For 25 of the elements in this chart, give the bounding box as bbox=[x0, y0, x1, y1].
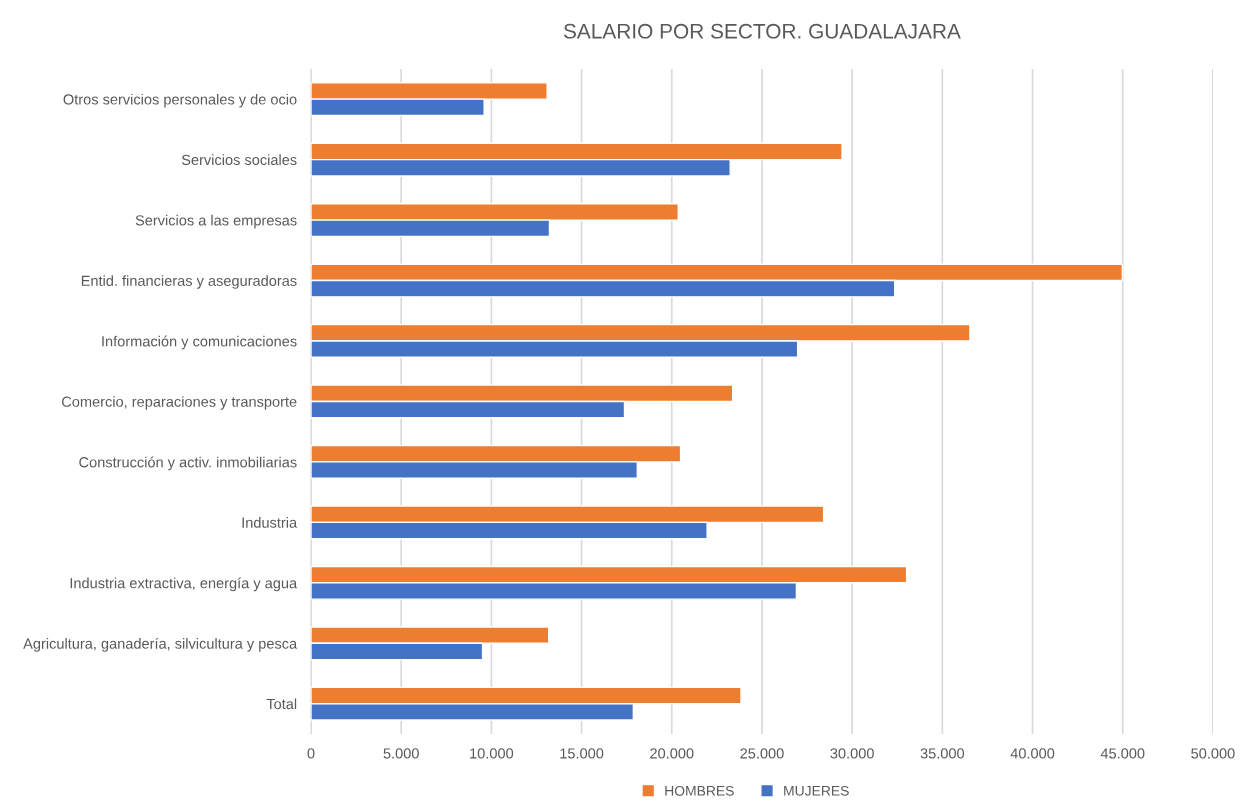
x-tick-label: 5.000 bbox=[383, 748, 419, 759]
x-tick-label: 20.000 bbox=[650, 748, 694, 759]
x-tick-label: 40.000 bbox=[1010, 748, 1055, 759]
x-tick-label: 0 bbox=[307, 748, 315, 759]
y-tick-label: Otros servicios personales y de ocio bbox=[63, 93, 297, 108]
chart-title: SALARIO POR SECTOR. GUADALAJARA bbox=[563, 23, 961, 39]
y-tick-label: Industria bbox=[242, 517, 298, 528]
x-tick-label: 30.000 bbox=[830, 748, 874, 759]
y-tick-label: Total bbox=[266, 698, 297, 710]
x-tick-label: 15.000 bbox=[560, 748, 604, 759]
x-tick-label: 45.000 bbox=[1100, 748, 1145, 759]
x-tick-label: 25.000 bbox=[740, 748, 784, 759]
x-tick-label: 50.000 bbox=[1191, 748, 1235, 759]
x-tick-label: 10.000 bbox=[470, 748, 514, 759]
y-tick-label: Agricultura, ganadería, silvicultura y pesca bbox=[23, 637, 298, 652]
y-tick-label: Industria extractiva, energía y agua bbox=[70, 577, 298, 592]
y-tick-label: Construcción y activ. inmobiliarias bbox=[79, 456, 297, 471]
y-tick-label: Comercio, reparaciones y transporte bbox=[62, 396, 297, 410]
x-tick-label: 35.000 bbox=[920, 748, 965, 759]
y-tick-label: Información y comunicaciones bbox=[102, 335, 297, 350]
y-tick-label: Entid. financieras y aseguradoras bbox=[81, 275, 297, 289]
y-tick-label: Servicios sociales bbox=[181, 154, 297, 166]
legend-label: HOMBRES bbox=[665, 785, 734, 796]
legend-label: MUJERES bbox=[784, 785, 849, 796]
y-tick-label: Servicios a las empresas bbox=[135, 214, 297, 229]
